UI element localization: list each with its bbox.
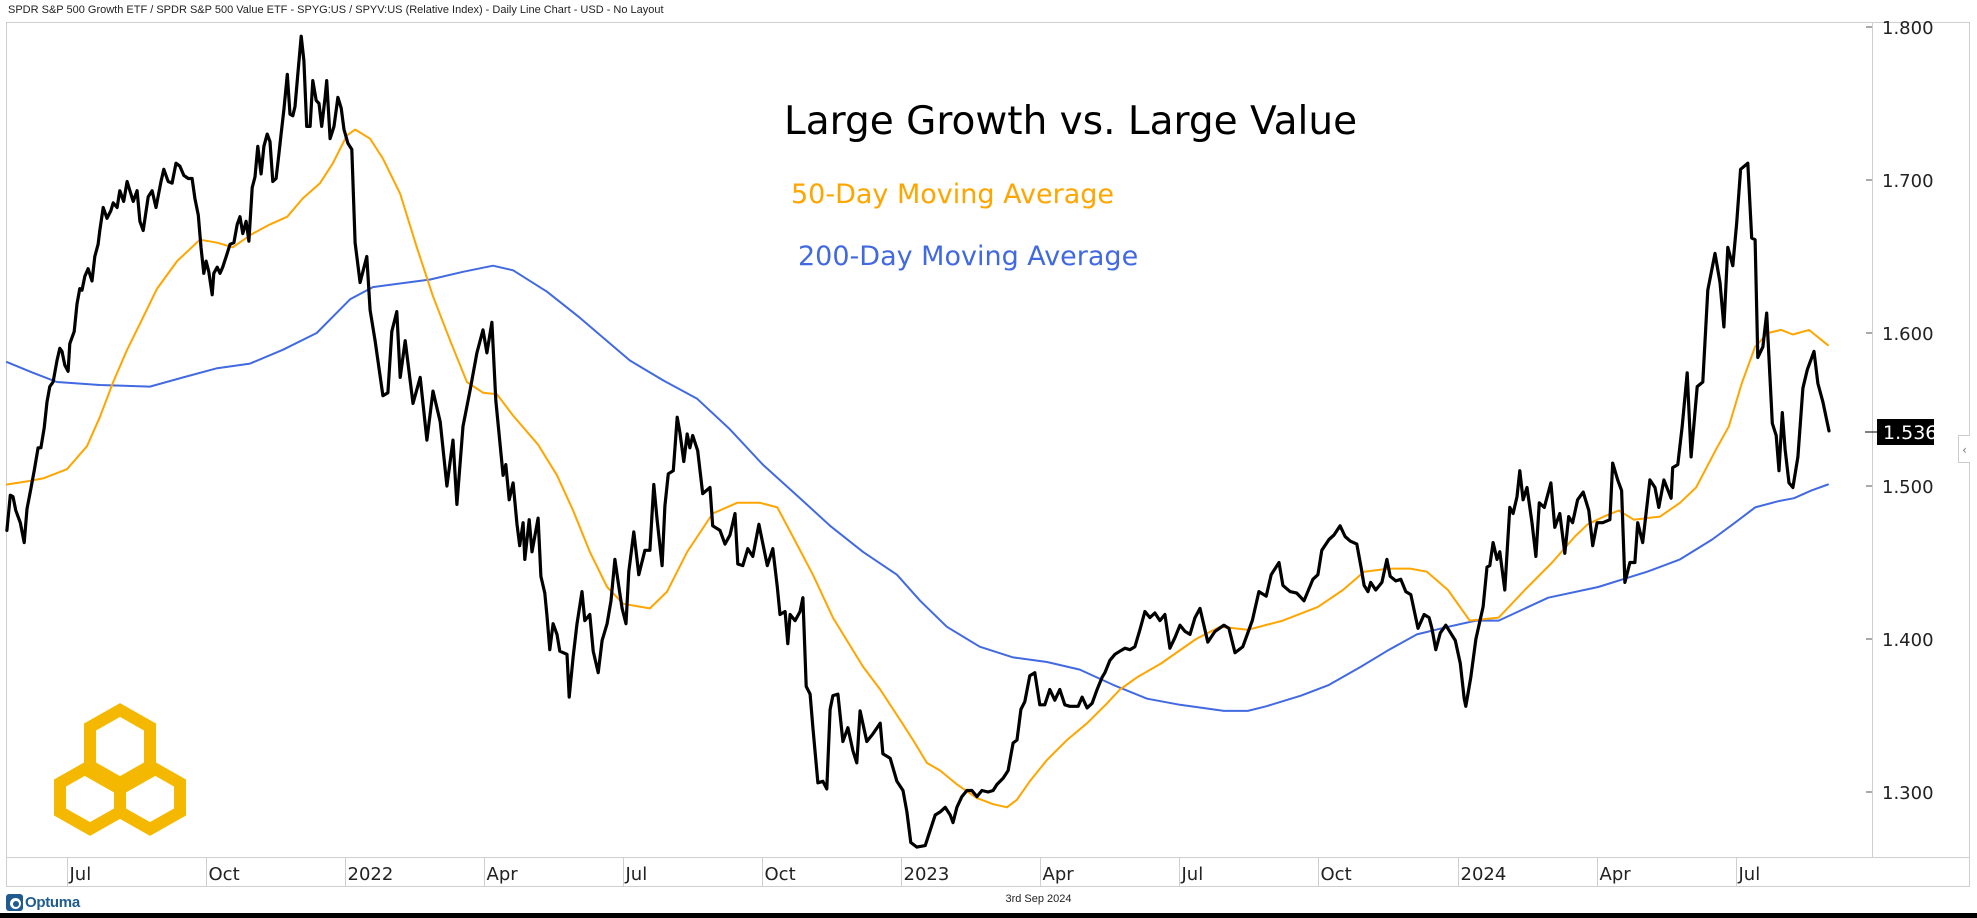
y-tick-label: 1.500 xyxy=(1882,477,1934,498)
chart-date: 3rd Sep 2024 xyxy=(1005,893,1072,905)
x-tick-label: Apr xyxy=(487,864,519,885)
y-tick-label: 1.800 xyxy=(1882,18,1934,39)
x-axis[interactable]: Jul Oct 2022 Apr Jul Oct 2023 Apr Jul Oct 2024 Apr J… xyxy=(67,858,1761,887)
x-tick-label: 2022 xyxy=(348,864,394,885)
chart-title: Large Growth vs. Large Value xyxy=(784,99,1357,144)
price-line xyxy=(5,34,1831,849)
optuma-icon xyxy=(6,893,23,911)
x-tick-label: 2023 xyxy=(904,864,950,885)
x-tick-label: 2024 xyxy=(1461,864,1507,885)
x-tick-label: Jul xyxy=(1181,864,1204,885)
optuma-brand-logo: Optuma xyxy=(6,893,80,911)
ma200-line xyxy=(5,264,1829,712)
y-tick-label: 1.300 xyxy=(1882,783,1934,804)
logo-watermark-icon xyxy=(54,703,186,836)
y-tick-label: 1.600 xyxy=(1882,324,1934,345)
x-tick-label: Jul xyxy=(625,864,648,885)
x-tick-label: Oct xyxy=(765,864,796,885)
y-tick-label: 1.400 xyxy=(1882,630,1934,651)
optuma-wordmark: Optuma xyxy=(25,893,80,911)
legend-ma50: 50-Day Moving Average xyxy=(791,179,1114,210)
x-tick-label: Jul xyxy=(69,864,92,885)
x-tick-label: Oct xyxy=(1321,864,1352,885)
x-tick-label: Apr xyxy=(1043,864,1075,885)
x-tick-label: Apr xyxy=(1600,864,1632,885)
collapse-panel-button[interactable]: ‹ xyxy=(1958,435,1970,463)
chart-header-title: SPDR S&P 500 Growth ETF / SPDR S&P 500 V… xyxy=(8,4,664,16)
y-axis[interactable]: 1.800 1.700 1.600 1.500 1.400 1.300 xyxy=(1866,18,1934,804)
last-value-badge: 1.536 xyxy=(1865,419,1937,445)
ma50-line xyxy=(5,128,1829,809)
bottom-bar xyxy=(0,913,1977,918)
y-tick-label: 1.700 xyxy=(1882,171,1934,192)
chevron-left-icon: ‹ xyxy=(1962,443,1967,457)
last-value-text: 1.536 xyxy=(1883,422,1937,444)
x-tick-label: Jul xyxy=(1738,864,1761,885)
legend-ma200: 200-Day Moving Average xyxy=(798,241,1138,272)
series-layer xyxy=(5,34,1831,849)
x-tick-label: Oct xyxy=(209,864,240,885)
